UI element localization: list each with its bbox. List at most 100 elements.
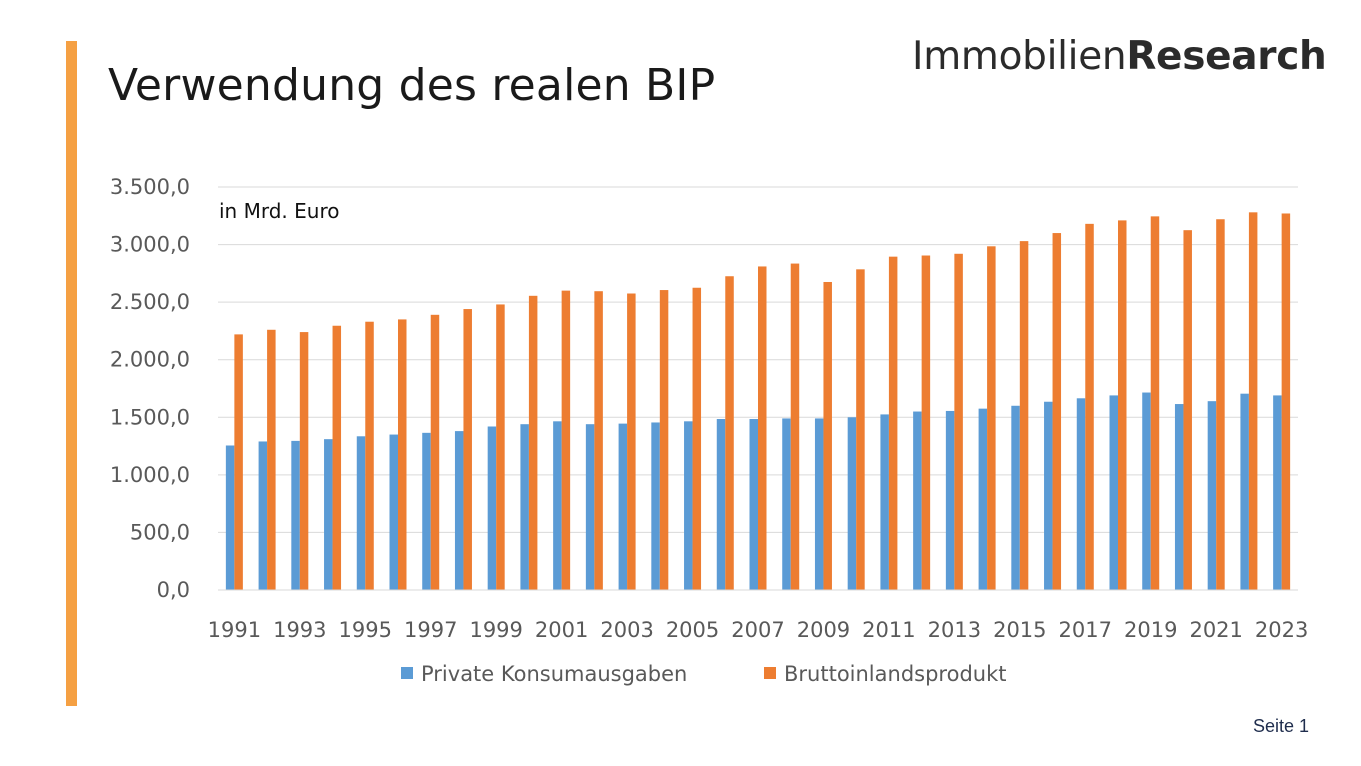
x-tick-label: 1991 [208, 618, 261, 642]
y-tick-label: 3.000,0 [110, 233, 190, 257]
bar-private-konsumausgaben-2021 [1207, 401, 1217, 590]
bar-bruttoinlandsprodukt-1992 [267, 329, 276, 590]
bar-private-konsumausgaben-2012 [913, 411, 922, 590]
bar-private-konsumausgaben-2019 [1142, 392, 1151, 590]
x-tick-label: 1993 [273, 618, 326, 642]
bar-private-konsumausgaben-2006 [716, 419, 726, 590]
bar-private-konsumausgaben-2014 [978, 408, 988, 590]
company-logo: ImmobilienResearch [912, 34, 1327, 79]
slide-title: Verwendung des realen BIP [108, 60, 716, 111]
bar-bruttoinlandsprodukt-2001 [561, 290, 571, 590]
bar-private-konsumausgaben-1992 [258, 441, 268, 590]
bar-private-konsumausgaben-2005 [684, 421, 693, 590]
bar-bruttoinlandsprodukt-2010 [856, 269, 865, 590]
bar-bruttoinlandsprodukt-1991 [234, 334, 243, 590]
bar-bruttoinlandsprodukt-2007 [758, 266, 767, 590]
bar-series [225, 212, 1291, 591]
bar-bruttoinlandsprodukt-2003 [627, 293, 636, 590]
bar-private-konsumausgaben-2011 [880, 414, 889, 590]
y-tick-label: 500,0 [130, 520, 190, 544]
legend-swatch [401, 667, 413, 679]
bar-bruttoinlandsprodukt-2020 [1183, 230, 1192, 590]
bar-private-konsumausgaben-2017 [1076, 398, 1086, 590]
bar-private-konsumausgaben-2023 [1273, 395, 1282, 590]
x-axis-tick-labels: 1991 1993 1995 1997 1999 2001 2003 2005 2007 2009… [208, 618, 1309, 642]
bar-private-konsumausgaben-2007 [749, 419, 758, 590]
x-tick-label: 2001 [535, 618, 588, 642]
x-tick-label: 2021 [1189, 618, 1242, 642]
bar-bruttoinlandsprodukt-1993 [299, 332, 309, 590]
bar-bruttoinlandsprodukt-2018 [1118, 220, 1127, 591]
bar-bruttoinlandsprodukt-2019 [1150, 216, 1160, 590]
bar-bruttoinlandsprodukt-2012 [921, 255, 931, 590]
bar-bruttoinlandsprodukt-2016 [1052, 233, 1062, 591]
bar-private-konsumausgaben-1994 [324, 439, 333, 590]
x-tick-label: 2005 [666, 618, 719, 642]
bar-private-konsumausgaben-1999 [487, 426, 497, 590]
bar-bruttoinlandsprodukt-2006 [725, 276, 734, 590]
bar-bruttoinlandsprodukt-2004 [659, 290, 669, 590]
y-tick-label: 3.500,0 [110, 175, 190, 199]
y-tick-label: 2.500,0 [110, 290, 190, 314]
y-tick-label: 1.000,0 [110, 463, 190, 487]
page-number: Seite 1 [1253, 716, 1310, 736]
bar-private-konsumausgaben-1996 [389, 434, 398, 590]
y-tick-label: 2.000,0 [110, 348, 190, 372]
logo-text-light: Immobilien [912, 34, 1127, 79]
bar-bruttoinlandsprodukt-2005 [692, 287, 702, 590]
unit-annotation: in Mrd. Euro [219, 199, 339, 223]
y-tick-label: 0,0 [157, 578, 190, 602]
bar-bruttoinlandsprodukt-2000 [528, 295, 538, 590]
bar-private-konsumausgaben-2004 [651, 422, 660, 590]
bar-private-konsumausgaben-2022 [1240, 393, 1249, 590]
y-axis-tick-labels: 0,0 500,0 1.000,0 1.500,0 2.000,0 2.500,0 3.00… [110, 175, 190, 602]
bar-bruttoinlandsprodukt-2015 [1019, 241, 1029, 591]
x-tick-label: 1995 [339, 618, 392, 642]
bar-bruttoinlandsprodukt-2023 [1281, 213, 1291, 591]
x-tick-label: 2017 [1059, 618, 1112, 642]
bar-private-konsumausgaben-2016 [1044, 401, 1053, 590]
bar-private-konsumausgaben-1991 [225, 445, 235, 590]
y-tick-label: 1.500,0 [110, 405, 190, 429]
accent-bar [66, 41, 77, 706]
bar-private-konsumausgaben-1998 [454, 431, 464, 590]
x-tick-label: 2007 [731, 618, 784, 642]
bar-bruttoinlandsprodukt-2008 [790, 263, 800, 590]
bar-private-konsumausgaben-2002 [585, 424, 595, 590]
bar-private-konsumausgaben-2003 [618, 423, 628, 590]
bar-bruttoinlandsprodukt-2011 [888, 256, 898, 590]
bar-private-konsumausgaben-1997 [422, 432, 431, 590]
bar-private-konsumausgaben-1995 [356, 436, 366, 590]
x-tick-label: 1999 [469, 618, 522, 642]
logo-text-bold: Research [1126, 34, 1327, 79]
bar-bruttoinlandsprodukt-2002 [594, 291, 603, 590]
x-tick-label: 1997 [404, 618, 457, 642]
legend-swatch [764, 667, 776, 679]
bar-bruttoinlandsprodukt-2009 [823, 281, 832, 590]
legend: Private Konsumausgaben Bruttoinlandsprodu… [401, 662, 1006, 686]
x-tick-label: 2013 [928, 618, 981, 642]
bar-private-konsumausgaben-2010 [847, 417, 857, 590]
bar-private-konsumausgaben-1993 [291, 440, 300, 590]
bar-bruttoinlandsprodukt-1996 [398, 319, 407, 590]
bar-private-konsumausgaben-2001 [553, 421, 562, 590]
bar-private-konsumausgaben-2000 [520, 424, 529, 590]
bar-private-konsumausgaben-2015 [1011, 405, 1020, 590]
bar-bruttoinlandsprodukt-1999 [496, 304, 505, 590]
bar-bruttoinlandsprodukt-1997 [430, 314, 440, 590]
x-tick-label: 2003 [600, 618, 653, 642]
legend-label: Private Konsumausgaben [421, 662, 687, 686]
bar-bruttoinlandsprodukt-2017 [1085, 223, 1094, 591]
bar-private-konsumausgaben-2020 [1174, 404, 1184, 590]
bar-bruttoinlandsprodukt-1998 [463, 309, 472, 590]
bar-private-konsumausgaben-2009 [814, 418, 824, 590]
x-tick-label: 2019 [1124, 618, 1177, 642]
x-tick-label: 2011 [862, 618, 915, 642]
bar-bruttoinlandsprodukt-2014 [987, 246, 996, 590]
x-tick-label: 2009 [797, 618, 850, 642]
x-tick-label: 2023 [1255, 618, 1308, 642]
bar-private-konsumausgaben-2018 [1109, 395, 1118, 590]
bar-bruttoinlandsprodukt-2022 [1248, 212, 1258, 590]
x-tick-label: 2015 [993, 618, 1046, 642]
